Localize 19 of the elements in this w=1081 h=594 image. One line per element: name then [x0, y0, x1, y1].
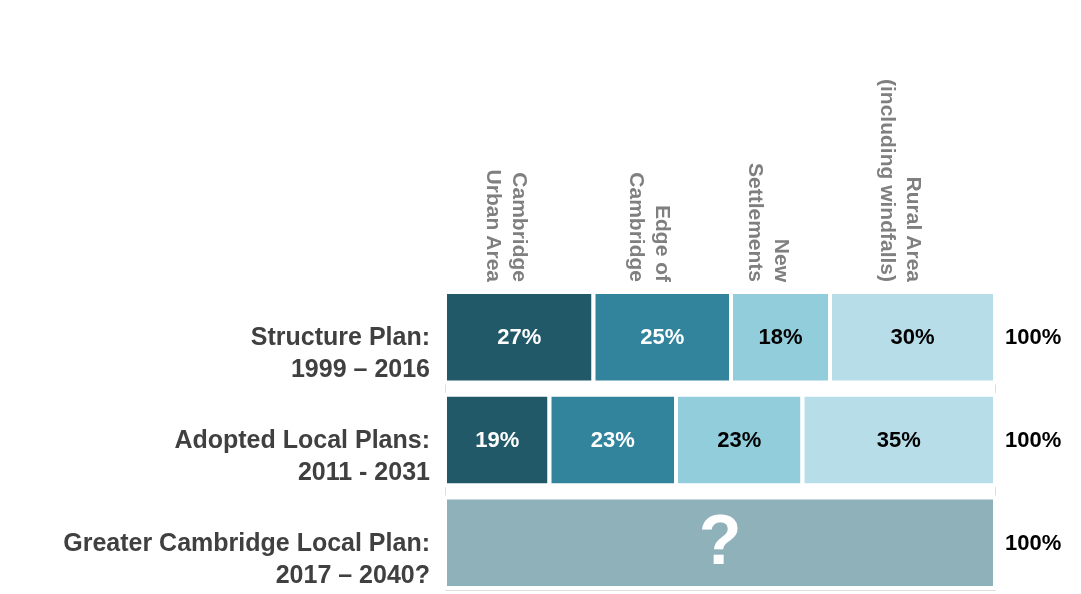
text: Rural Area (including windfalls)	[876, 79, 926, 283]
data-label: 25%	[640, 324, 685, 350]
y-tick-label: Structure Plan: 1999 – 2016	[250, 322, 430, 383]
y-tick-label: Greater Cambridge Local Plan: 2017 – 2040?	[63, 527, 430, 588]
data-label: 30%	[890, 324, 935, 350]
total-label: 100%	[1005, 427, 1062, 452]
data-label: 18%	[758, 324, 803, 350]
text: Cambridge Urban Area	[483, 169, 533, 283]
y-tick-label: Adopted Local Plans: 2011 - 2031	[174, 425, 431, 485]
data-label: 27%	[497, 324, 542, 350]
text: New Settlements	[744, 162, 794, 283]
annotation: ?	[698, 500, 742, 579]
data-label: 35%	[876, 427, 921, 452]
total-label: 100%	[1005, 529, 1062, 555]
text: Edge of Cambridge	[626, 172, 676, 283]
data-label: 23%	[590, 427, 635, 452]
total-label: 100%	[1005, 324, 1062, 350]
data-label: 23%	[717, 427, 762, 452]
data-label: 19%	[475, 427, 520, 452]
